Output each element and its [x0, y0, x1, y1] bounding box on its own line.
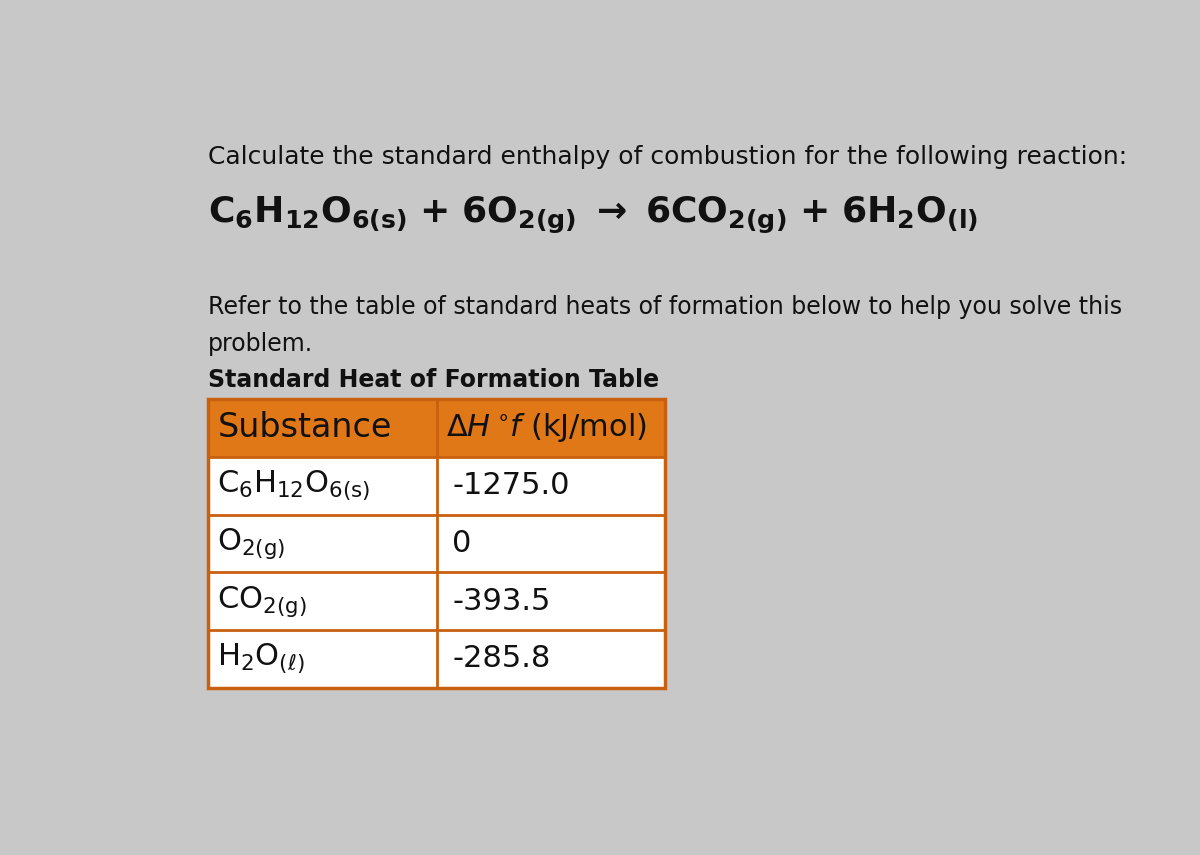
Text: -393.5: -393.5	[452, 587, 551, 616]
Text: Standard Heat of Formation Table: Standard Heat of Formation Table	[208, 369, 659, 392]
Text: 0: 0	[452, 529, 472, 558]
Text: $\mathrm{C_6H_{12}O_{6(s)}}$: $\mathrm{C_6H_{12}O_{6(s)}}$	[217, 469, 371, 503]
Text: $\mathrm{O_{2(g)}}$: $\mathrm{O_{2(g)}}$	[217, 526, 286, 561]
Text: -285.8: -285.8	[452, 645, 551, 674]
Text: -1275.0: -1275.0	[452, 471, 570, 500]
Text: $\mathrm{CO_{2(g)}}$: $\mathrm{CO_{2(g)}}$	[217, 584, 307, 619]
Text: $\mathbf{C}_{\mathbf{6}}\mathbf{H}_{\mathbf{12}}\mathbf{O}_{\mathbf{6(s)}}$ $\ma: $\mathbf{C}_{\mathbf{6}}\mathbf{H}_{\mat…	[208, 195, 978, 236]
Text: Substance: Substance	[217, 411, 391, 445]
Bar	[208, 399, 665, 457]
Bar	[208, 399, 665, 687]
Text: Refer to the table of standard heats of formation below to help you solve this
p: Refer to the table of standard heats of …	[208, 295, 1122, 357]
Text: $\mathrm{H_2O_{(\ell)}}$: $\mathrm{H_2O_{(\ell)}}$	[217, 642, 305, 676]
Text: $\Delta H^\circ\!f\ \mathrm{(kJ/mol)}$: $\Delta H^\circ\!f\ \mathrm{(kJ/mol)}$	[446, 411, 647, 445]
Text: Calculate the standard enthalpy of combustion for the following reaction:: Calculate the standard enthalpy of combu…	[208, 145, 1127, 169]
Bar	[208, 399, 665, 687]
